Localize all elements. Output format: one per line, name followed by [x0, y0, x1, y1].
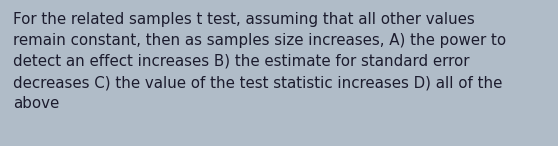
Text: For the related samples t test, assuming that all other values
remain constant, : For the related samples t test, assuming…: [13, 12, 506, 111]
